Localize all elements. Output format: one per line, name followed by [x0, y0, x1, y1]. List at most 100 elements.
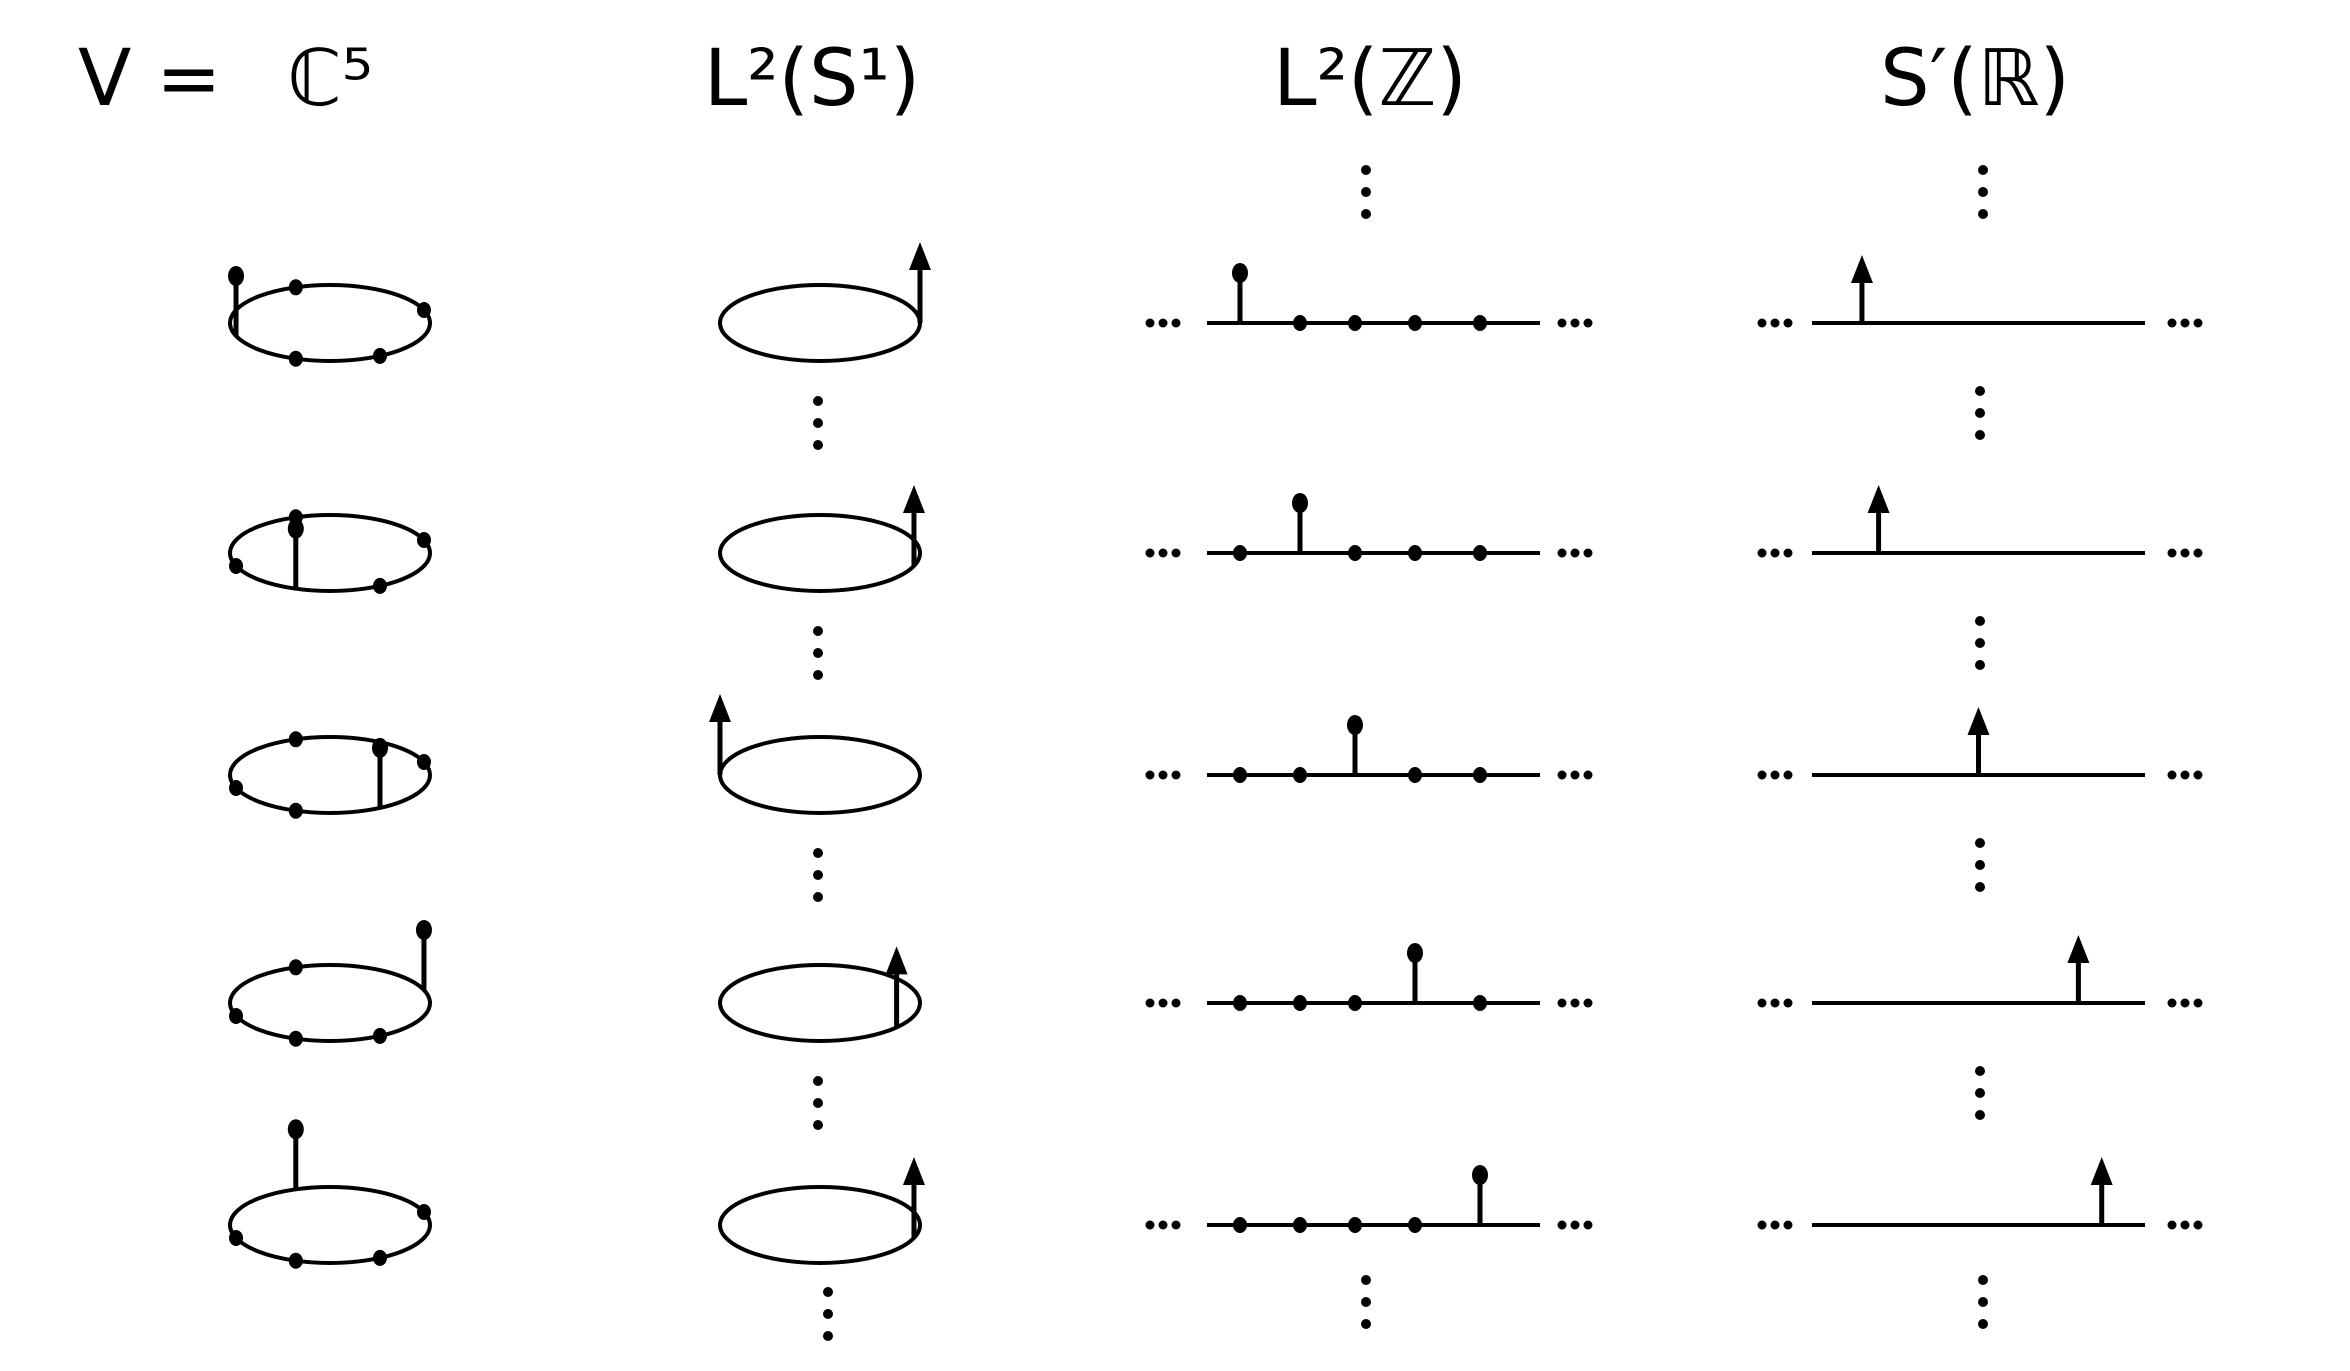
- l2s1-vertical-dots: [813, 1098, 823, 1108]
- sprime-right-ellipsis: [2193, 770, 2203, 780]
- c5-point: [288, 279, 303, 296]
- c5-point: [416, 1204, 431, 1221]
- sprime-vertical-dots: [1975, 882, 1985, 892]
- l2z-point: [1233, 1217, 1247, 1233]
- sprime-vertical-dots: [1975, 838, 1985, 848]
- l2z-left-ellipsis: [1171, 318, 1181, 328]
- sprime-vertical-dots: [1978, 1319, 1988, 1329]
- c5-spike-point-head: [372, 737, 388, 758]
- c5-point: [416, 302, 431, 319]
- sprime-vertical-dots: [1975, 430, 1985, 440]
- l2z-left-ellipsis: [1145, 548, 1155, 558]
- sprime-vertical-dots: [1975, 638, 1985, 648]
- sprime-left-ellipsis: [1757, 548, 1767, 558]
- l2s1-circle: [718, 283, 922, 363]
- l2s1-delta-arrow-head: [885, 946, 908, 975]
- c5-circle: [228, 1185, 432, 1265]
- column-header-s-prime-r: S′(ℝ): [1880, 34, 2070, 124]
- l2z-point: [1293, 767, 1307, 783]
- sprime-delta-arrow-head: [2067, 935, 2090, 963]
- l2s1-delta-arrow-head: [709, 694, 731, 722]
- l2z-right-ellipsis: [1570, 548, 1580, 558]
- l2z-left-ellipsis: [1171, 998, 1181, 1008]
- l2z-point: [1408, 767, 1422, 783]
- l2z-right-ellipsis: [1583, 318, 1593, 328]
- sprime-vertical-dots: [1975, 860, 1985, 870]
- l2z-spike-point-head: [1472, 1165, 1488, 1185]
- l2z-right-ellipsis: [1570, 998, 1580, 1008]
- column-header-c5: ℂ⁵: [287, 34, 373, 124]
- l2s1-vertical-dots: [813, 396, 823, 406]
- l2z-left-ellipsis: [1158, 548, 1168, 558]
- sprime-left-ellipsis: [1757, 770, 1767, 780]
- l2z-right-ellipsis: [1570, 318, 1580, 328]
- l2s1-vertical-dots: [813, 440, 823, 450]
- l2z-left-ellipsis: [1171, 1220, 1181, 1230]
- l2z-right-ellipsis: [1583, 770, 1593, 780]
- sprime-delta-arrow-head: [1967, 707, 1990, 735]
- c5-point: [229, 1007, 244, 1024]
- sprime-right-ellipsis: [2193, 318, 2203, 328]
- sprime-right-ellipsis: [2167, 770, 2177, 780]
- c5-point: [373, 1249, 387, 1266]
- l2z-point: [1293, 315, 1307, 331]
- l2z-point: [1473, 545, 1487, 561]
- l2z-right-ellipsis: [1583, 548, 1593, 558]
- l2z-point: [1348, 315, 1362, 331]
- sprime-delta-arrow-head: [2090, 1157, 2113, 1185]
- c5-point: [373, 1027, 387, 1044]
- c5-point: [288, 959, 303, 976]
- l2z-right-ellipsis: [1570, 1220, 1580, 1230]
- l2s1-vertical-dots: [823, 1331, 833, 1341]
- c5-spike-point-head: [287, 1119, 304, 1140]
- sprime-left-ellipsis: [1770, 318, 1780, 328]
- l2z-point: [1408, 545, 1422, 561]
- c5-circle: [228, 283, 432, 363]
- sprime-left-ellipsis: [1783, 998, 1793, 1008]
- c5-point: [229, 779, 244, 796]
- sprime-left-ellipsis: [1757, 998, 1767, 1008]
- l2s1-circle: [718, 513, 922, 593]
- l2z-vertical-dots: [1361, 1319, 1371, 1329]
- l2z-point: [1293, 995, 1307, 1011]
- l2z-right-ellipsis: [1557, 1220, 1567, 1230]
- sprime-vertical-dots: [1975, 408, 1985, 418]
- sprime-vertical-dots: [1975, 660, 1985, 670]
- sprime-vertical-dots: [1978, 1297, 1988, 1307]
- c5-circle: [228, 735, 432, 815]
- l2z-spike-point-head: [1292, 493, 1308, 513]
- sprime-left-ellipsis: [1783, 1220, 1793, 1230]
- sprime-right-ellipsis: [2193, 548, 2203, 558]
- c5-point: [373, 347, 387, 364]
- c5-point: [229, 557, 244, 574]
- sprime-left-ellipsis: [1770, 1220, 1780, 1230]
- l2s1-vertical-dots: [823, 1309, 833, 1319]
- l2z-spike-point-head: [1232, 263, 1248, 283]
- sprime-left-ellipsis: [1783, 318, 1793, 328]
- l2s1-vertical-dots: [813, 892, 823, 902]
- sprime-delta-arrow-head: [1850, 255, 1873, 283]
- l2z-point: [1233, 545, 1247, 561]
- c5-point: [288, 1252, 303, 1269]
- sprime-right-ellipsis: [2167, 1220, 2177, 1230]
- l2s1-vertical-dots: [813, 418, 823, 428]
- l2z-left-ellipsis: [1158, 318, 1168, 328]
- c5-circle: [228, 963, 432, 1043]
- l2z-vertical-dots: [1361, 209, 1371, 219]
- l2z-right-ellipsis: [1570, 770, 1580, 780]
- sprime-right-ellipsis: [2193, 998, 2203, 1008]
- l2z-right-ellipsis: [1557, 770, 1567, 780]
- l2z-right-ellipsis: [1583, 1220, 1593, 1230]
- l2z-point: [1408, 315, 1422, 331]
- sprime-right-ellipsis: [2180, 1220, 2190, 1230]
- l2s1-delta-arrow-head: [902, 484, 925, 513]
- c5-point: [288, 350, 303, 367]
- sprime-vertical-dots: [1975, 1088, 1985, 1098]
- l2z-right-ellipsis: [1557, 318, 1567, 328]
- l2z-point: [1348, 1217, 1362, 1233]
- l2s1-vertical-dots: [813, 1120, 823, 1130]
- l2s1-vertical-dots: [823, 1287, 833, 1297]
- l2z-point: [1473, 767, 1487, 783]
- sprime-right-ellipsis: [2167, 548, 2177, 558]
